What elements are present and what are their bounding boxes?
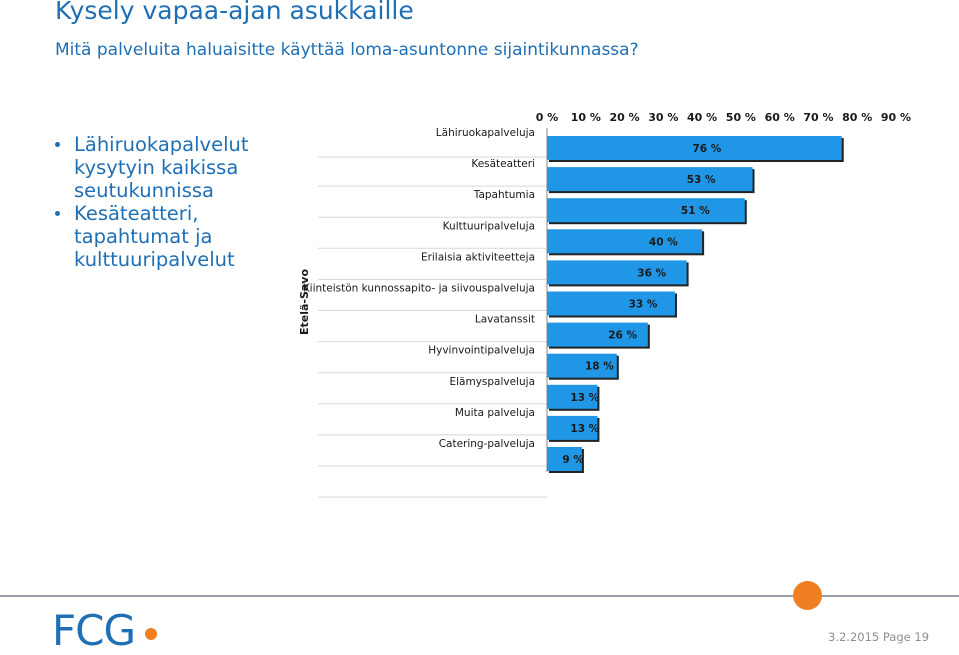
footer-divider xyxy=(0,595,959,597)
bar xyxy=(547,167,753,192)
value-label: 13 % xyxy=(570,423,599,435)
bar xyxy=(547,353,617,378)
x-tick-label: 40 % xyxy=(687,111,717,124)
category-label: Hyvinvointipalveluja xyxy=(428,345,535,357)
x-tick-label: 30 % xyxy=(648,111,678,124)
x-tick-label: 60 % xyxy=(765,111,795,124)
category-label: Tapahtumia xyxy=(473,189,535,201)
value-label: 76 % xyxy=(693,143,722,155)
bar xyxy=(547,229,703,254)
x-tick-label: 70 % xyxy=(803,111,833,124)
bar xyxy=(547,291,675,316)
bar xyxy=(547,384,598,409)
bullet-item: Lähiruokapalvelut kysytyin kaikissa seut… xyxy=(50,133,300,202)
category-label: Kesäteatteri xyxy=(471,158,535,170)
orange-dot-icon xyxy=(793,581,822,610)
value-label: 26 % xyxy=(608,330,637,342)
category-label: Kulttuuripalveluja xyxy=(443,220,535,232)
logo-dot-icon xyxy=(145,628,157,640)
footer-text: 3.2.2015 Page 19 xyxy=(828,630,929,644)
value-label: 13 % xyxy=(570,392,599,404)
bar-chart: 0 % 10 % 20 % 30 % 40 % 50 % 60 % 70 % 80 % 90 % E… xyxy=(298,111,911,498)
bullet-dot-icon xyxy=(55,142,60,147)
category-label: Kiinteistön kunnossapito- ja siivouspalv… xyxy=(303,283,535,295)
value-label: 33 % xyxy=(629,299,658,311)
footer-date: 3.2.2015 xyxy=(828,630,880,644)
x-tick-label: 80 % xyxy=(842,111,872,124)
bullet-text: Lähiruokapalvelut kysytyin kaikissa seut… xyxy=(74,133,249,202)
company-logo: FCG xyxy=(52,606,136,655)
bar xyxy=(547,198,745,223)
bar xyxy=(547,322,648,347)
category-label: Lavatanssit xyxy=(475,314,535,326)
x-tick-label: 20 % xyxy=(609,111,639,124)
value-label: 53 % xyxy=(687,174,716,186)
bullet-dot-icon xyxy=(55,211,60,216)
bullet-item: Kesäteatteri, tapahtumat ja kulttuuripal… xyxy=(50,202,300,271)
x-tick-label: 90 % xyxy=(881,111,911,124)
bullet-list: Lähiruokapalvelut kysytyin kaikissa seut… xyxy=(50,133,300,271)
page-subtitle: Mitä palveluita haluaisitte käyttää loma… xyxy=(55,40,639,60)
x-tick-label: 50 % xyxy=(726,111,756,124)
category-label: Lähiruokapalveluja xyxy=(436,127,535,139)
bar xyxy=(547,136,842,160)
bar xyxy=(547,415,598,440)
bar xyxy=(547,260,687,285)
category-label: Catering-palveluja xyxy=(439,438,535,450)
group-label: Etelä-Savo xyxy=(298,269,311,336)
x-tick-label: 0 % xyxy=(536,111,559,124)
page-title: Kysely vapaa-ajan asukkaille xyxy=(55,0,414,25)
value-label: 40 % xyxy=(649,236,678,248)
category-label: Muita palveluja xyxy=(455,407,535,419)
value-label: 18 % xyxy=(585,361,614,373)
footer-page: Page 19 xyxy=(882,630,930,644)
x-tick-label: 10 % xyxy=(571,111,601,124)
value-label: 36 % xyxy=(637,267,666,279)
bullet-text: Kesäteatteri, tapahtumat ja kulttuuripal… xyxy=(74,202,235,271)
category-label: Erilaisia aktiviteetteja xyxy=(421,251,535,263)
value-label: 9 % xyxy=(562,454,584,466)
bar xyxy=(547,447,582,471)
value-label: 51 % xyxy=(681,205,710,217)
category-label: Elämyspalveluja xyxy=(449,376,535,388)
